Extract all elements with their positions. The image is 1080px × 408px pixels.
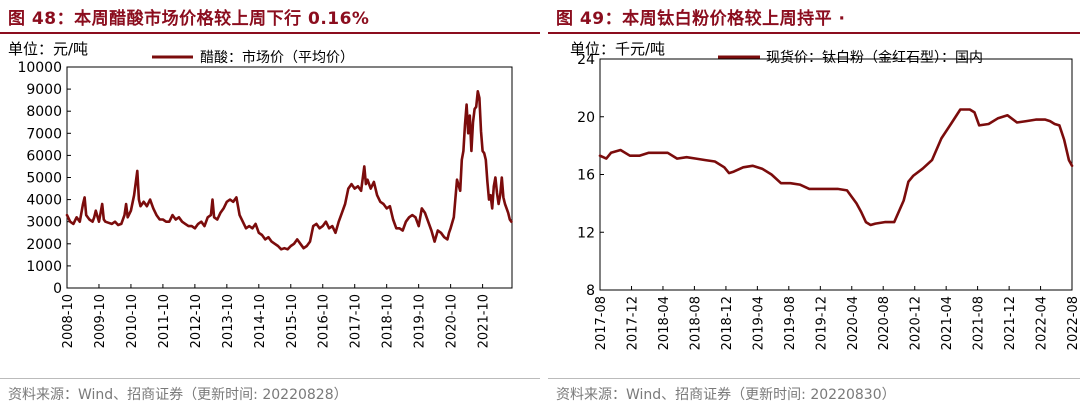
x-tick-label: 2022-04 bbox=[1035, 296, 1050, 350]
y-tick-label: 6000 bbox=[26, 148, 62, 164]
y-tick-label: 10000 bbox=[17, 60, 62, 76]
y-tick-label: 20 bbox=[577, 110, 595, 126]
series-line bbox=[598, 108, 1074, 227]
x-tick-label: 2017-12 bbox=[626, 296, 641, 350]
x-tick-label: 2010-10 bbox=[125, 294, 140, 348]
source-divider bbox=[0, 378, 540, 379]
unit-label: 单位：元/吨 bbox=[8, 40, 88, 58]
x-tick-label: 2017-10 bbox=[349, 294, 364, 348]
y-tick-label: 4000 bbox=[26, 193, 62, 209]
x-tick-label: 2021-04 bbox=[940, 296, 955, 350]
y-tick-label: 7000 bbox=[26, 126, 62, 142]
x-tick-label: 2016-10 bbox=[317, 294, 332, 348]
x-tick-label: 2019-08 bbox=[783, 296, 798, 350]
x-tick-label: 2020-10 bbox=[445, 294, 460, 348]
chart-title: 图 49：本周钛白粉价格较上周持平 · bbox=[556, 9, 846, 29]
x-tick-label: 2019-10 bbox=[413, 294, 428, 348]
chart-panel-titanium-dioxide: 图 49：本周钛白粉价格较上周持平 · 单位：千元/吨 8 12 16 20 24 2017… bbox=[548, 0, 1080, 408]
x-tick-label: 2018-08 bbox=[688, 296, 703, 350]
x-tick-label: 2017-08 bbox=[594, 296, 609, 350]
y-tick-label: 2000 bbox=[26, 237, 62, 253]
x-tick-label: 2015-10 bbox=[285, 294, 300, 348]
y-tick-label: 5000 bbox=[26, 171, 62, 187]
legend-label: 醋酸：市场价（平均价） bbox=[200, 49, 354, 66]
source-note: 资料来源：Wind、招商证券（更新时间: 20220830） bbox=[556, 387, 896, 403]
x-tick-label: 2012-10 bbox=[189, 294, 204, 348]
x-tick-label: 2020-04 bbox=[846, 296, 861, 350]
y-tick-label: 0 bbox=[53, 281, 62, 297]
y-tick-label: 8000 bbox=[26, 104, 62, 120]
plot-frame bbox=[599, 58, 1073, 291]
x-tick-label: 2018-10 bbox=[381, 294, 396, 348]
x-tick-label: 2018-12 bbox=[720, 296, 735, 350]
plot-frame bbox=[66, 66, 513, 289]
x-tick-label: 2021-08 bbox=[972, 296, 987, 350]
unit-label: 单位：千元/吨 bbox=[570, 40, 665, 58]
chart-panel-acetic-acid: 图 48：本周醋酸市场价格较上周下行 0.16% 单位：元/吨 0 1000 2000… bbox=[0, 9, 540, 403]
x-tick-label: 2013-10 bbox=[221, 294, 236, 348]
x-tick-label: 2020-08 bbox=[877, 296, 892, 350]
x-tick-label: 2020-12 bbox=[909, 296, 924, 350]
x-tick-label: 2019-04 bbox=[751, 296, 766, 350]
x-tick-label: 2021-10 bbox=[477, 294, 492, 348]
y-tick-label: 8 bbox=[586, 283, 595, 299]
x-tick-label: 2014-10 bbox=[253, 294, 268, 348]
x-tick-label: 2008-10 bbox=[61, 294, 76, 348]
y-tick-label: 3000 bbox=[26, 215, 62, 231]
y-tick-label: 16 bbox=[577, 168, 595, 184]
x-tick-label: 2009-10 bbox=[93, 294, 108, 348]
x-tick-label: 2019-12 bbox=[814, 296, 829, 350]
acetic-acid-price-chart: 单位：元/吨 0 1000 2000 3000 4000 5000 6000 7000 8000 9… bbox=[8, 40, 513, 348]
source-note: 资料来源：Wind、招商证券（更新时间: 20220828） bbox=[8, 387, 348, 403]
x-tick-label: 2021-12 bbox=[1003, 296, 1018, 350]
x-tick-label: 2018-04 bbox=[657, 296, 672, 350]
title-divider bbox=[548, 32, 1080, 34]
series-line bbox=[65, 89, 513, 251]
titanium-dioxide-price-chart: 单位：千元/吨 8 12 16 20 24 2017-08 2017-12 2018-04 201… bbox=[570, 40, 1080, 350]
y-tick-label: 9000 bbox=[26, 82, 62, 98]
y-tick-label: 1000 bbox=[26, 259, 62, 275]
x-tick-label: 2011-10 bbox=[157, 294, 172, 348]
y-tick-label: 24 bbox=[577, 52, 595, 68]
x-tick-label: 2022-08 bbox=[1066, 296, 1080, 350]
chart-title: 图 48：本周醋酸市场价格较上周下行 0.16% bbox=[8, 9, 370, 29]
source-divider bbox=[548, 378, 1080, 379]
y-tick-label: 12 bbox=[577, 225, 595, 241]
title-divider bbox=[0, 32, 540, 34]
legend-label: 现货价：钛白粉（金红石型）：国内 bbox=[766, 49, 983, 66]
